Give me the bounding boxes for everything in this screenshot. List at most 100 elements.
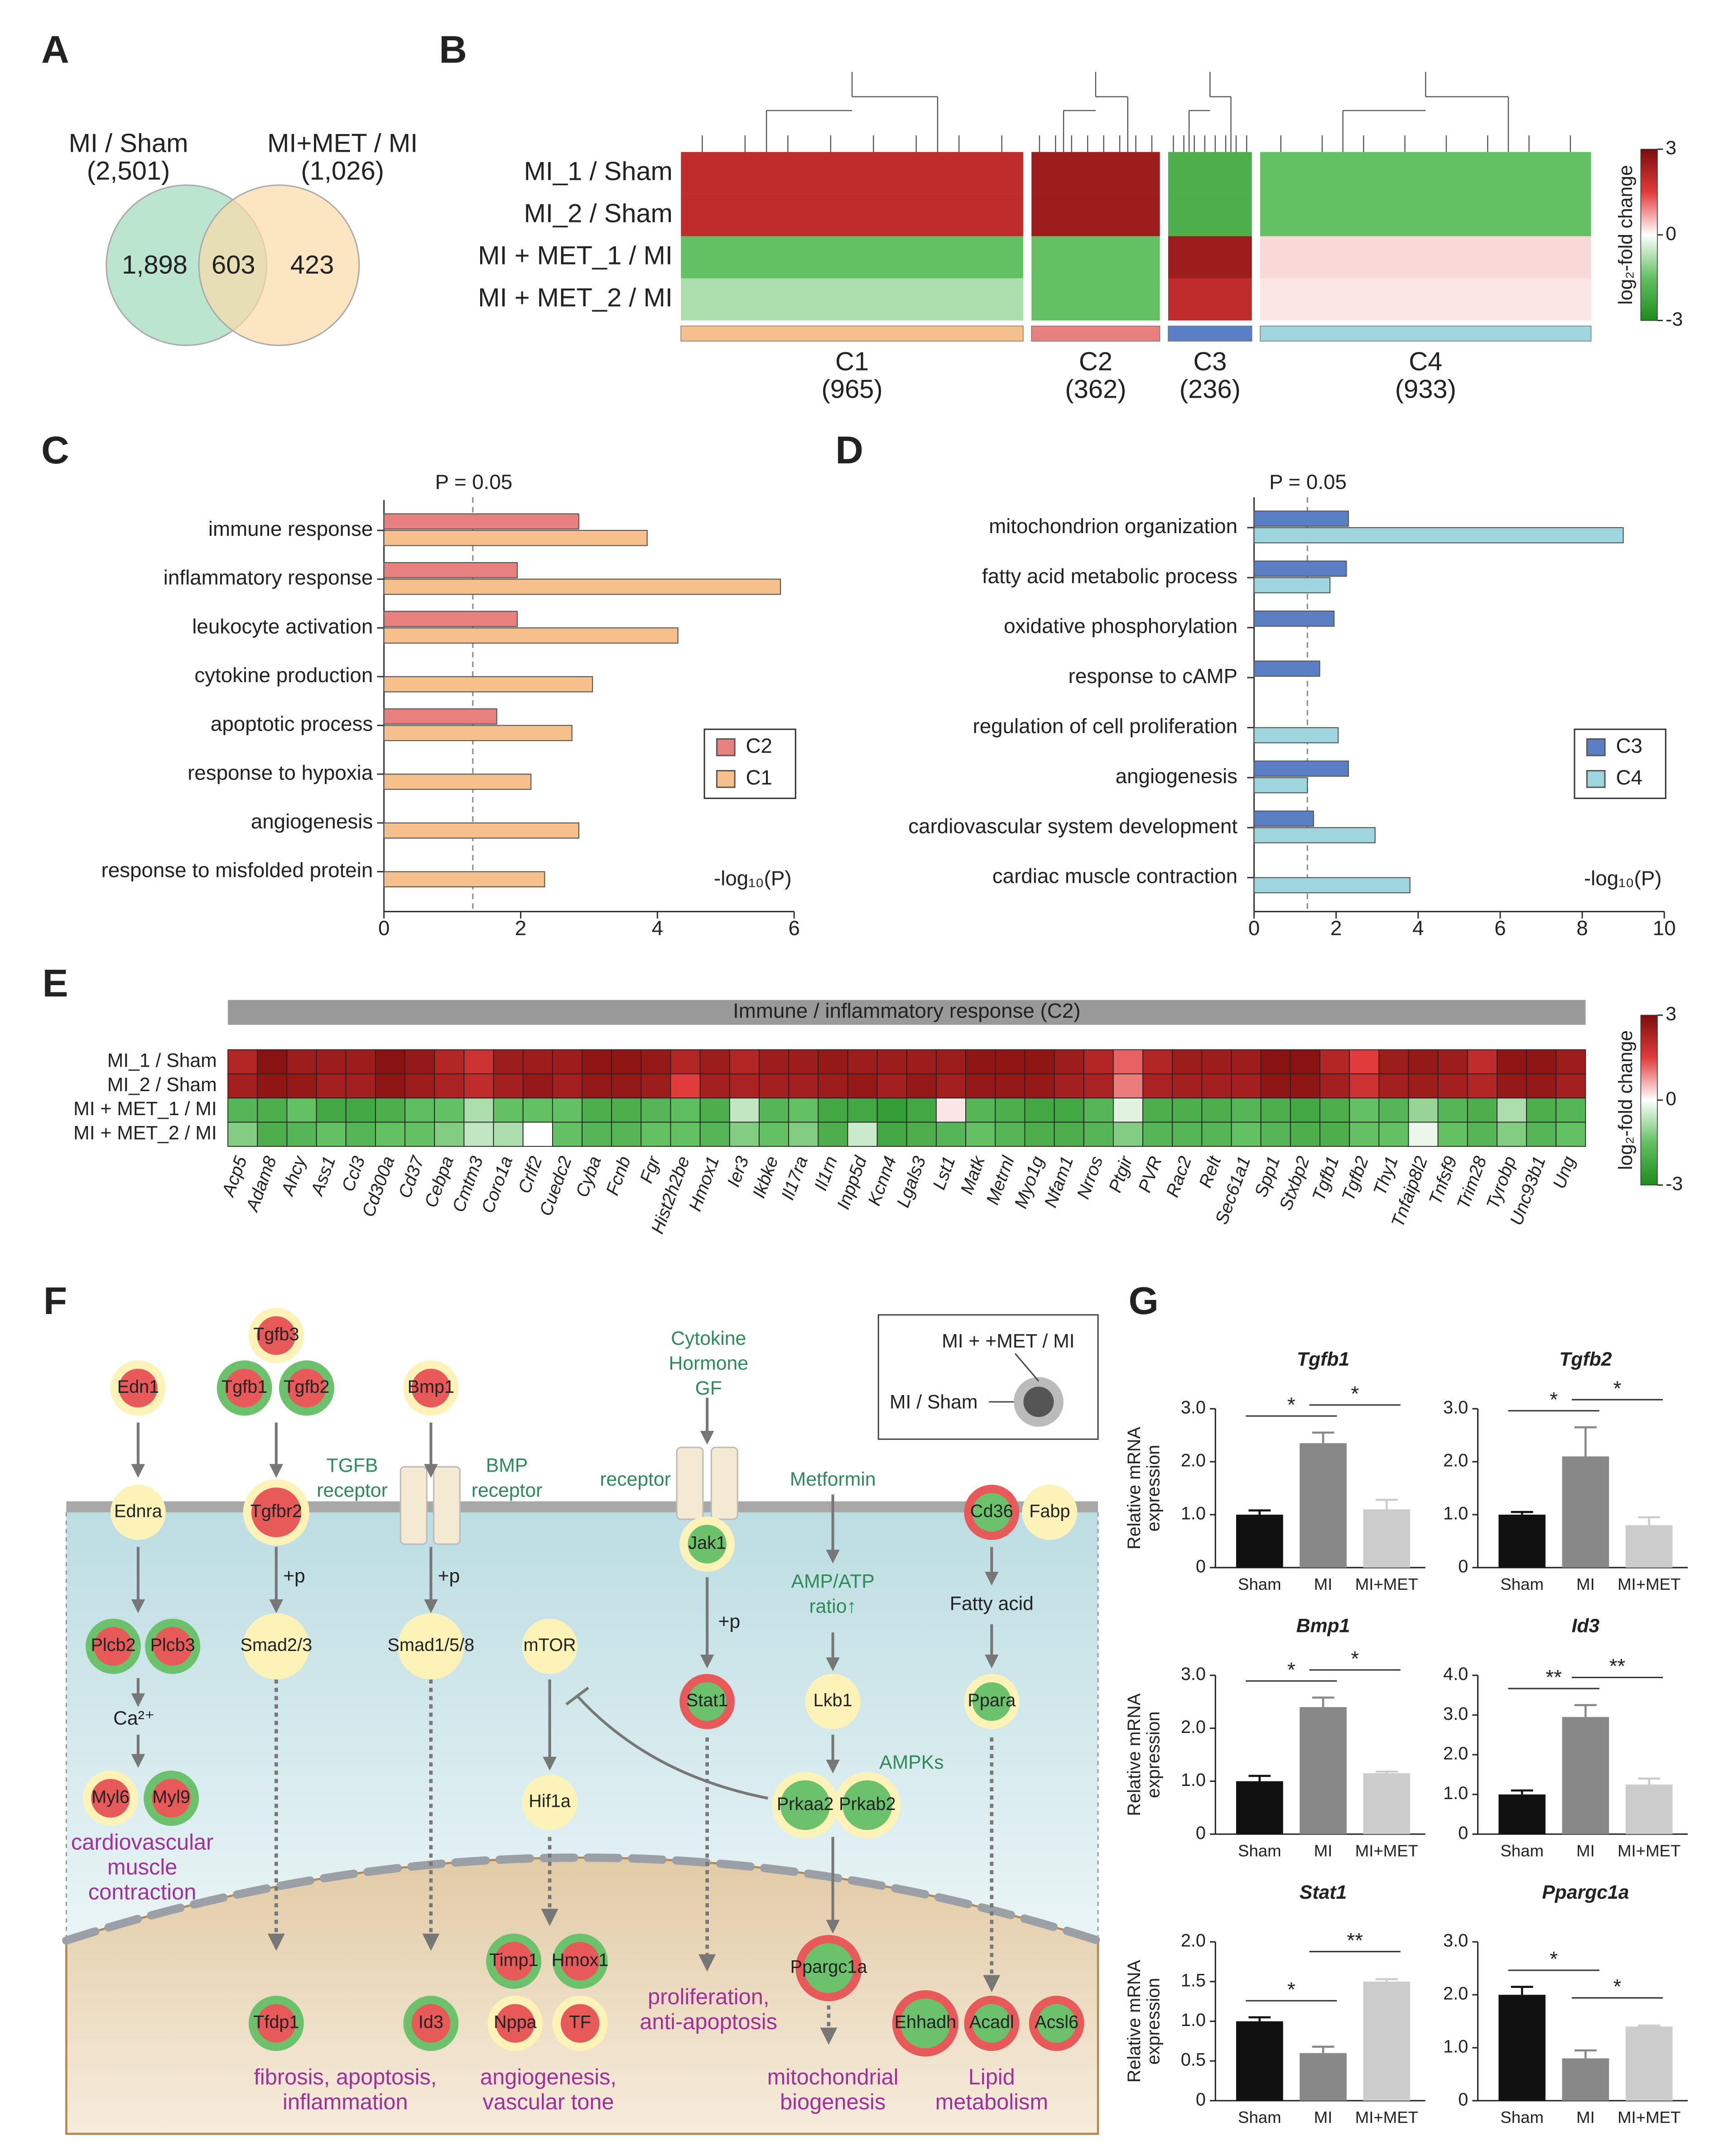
row-label: MI + MET_2 / MI: [478, 283, 673, 312]
category-label: cardiac muscle contraction: [992, 865, 1237, 888]
x-tick-label: Sham: [1238, 1842, 1281, 1860]
bar: [1625, 1784, 1673, 1834]
significance-label: *: [1550, 1388, 1558, 1411]
category-label: fatty acid metabolic process: [982, 564, 1237, 587]
x-tick-label: Sham: [1500, 1842, 1544, 1860]
cluster-count: (933): [1395, 375, 1456, 404]
heatmap-cell: [1201, 1073, 1232, 1099]
heatmap-cell: [1319, 1097, 1350, 1123]
heatmap-cell: [1168, 278, 1252, 321]
x-tick-label: 4: [652, 916, 663, 939]
heatmap-cell: [1172, 1121, 1203, 1147]
node-inner: [225, 1368, 264, 1408]
heatmap-cell: [1168, 152, 1252, 194]
heatmap-cell: [1024, 1097, 1055, 1123]
column-label: Fgr: [636, 1153, 664, 1186]
heatmap-cell: [493, 1121, 524, 1147]
y-tick-label: 3.0: [1181, 1664, 1206, 1684]
heatmap-cell: [1260, 1049, 1291, 1074]
outcome-label: cardiovascular: [71, 1830, 213, 1855]
panel-label: C: [41, 429, 69, 472]
row-label: MI + MET_1 / MI: [478, 241, 673, 270]
category-label: response to hypoxia: [188, 761, 373, 784]
heatmap-cell: [1083, 1121, 1114, 1147]
heatmap-cell: [1201, 1049, 1232, 1074]
bar: [1236, 2021, 1283, 2101]
heatmap-cell: [1172, 1097, 1203, 1123]
colorbar-tick-label: 3: [1666, 1003, 1676, 1025]
node-inner: [780, 1780, 830, 1830]
heatmap-cell: [1142, 1097, 1173, 1123]
heatmap-cell: [257, 1121, 288, 1147]
heatmap-cell: [995, 1097, 1026, 1123]
heatmap-cell: [1378, 1049, 1409, 1074]
heatmap-cell: [1031, 152, 1160, 194]
node-inner: [1030, 1493, 1069, 1532]
bar: [383, 529, 648, 546]
heatmap-cell: [1054, 1073, 1084, 1099]
heatmap-cell: [286, 1121, 317, 1147]
heatmap-cell: [670, 1049, 701, 1074]
bar: [1253, 560, 1347, 577]
bar: [1253, 527, 1624, 544]
colorbar-label: log₂-fold change: [1615, 1030, 1637, 1170]
heatmap-cell: [493, 1073, 524, 1099]
column-label: Acp5: [218, 1153, 251, 1200]
node-label: Ehhadh: [895, 2012, 957, 2032]
x-tick-label: MI: [1576, 2108, 1595, 2127]
column-label: Rac2: [1162, 1154, 1195, 1200]
heatmap-cell: [582, 1097, 612, 1123]
heatmap-cell: [463, 1073, 494, 1099]
heatmap-cell: [1231, 1073, 1261, 1099]
row-label: MI_1 / Sham: [107, 1049, 217, 1071]
cell-background: [62, 1314, 1103, 2135]
bar: [1253, 510, 1349, 527]
bar: [1253, 611, 1335, 627]
node-inner: [813, 1682, 852, 1721]
colorbar: [1640, 149, 1658, 321]
pathway-label: Hormone: [669, 1352, 748, 1374]
node-inner: [530, 1627, 569, 1666]
outcome-label: biogenesis: [780, 2090, 886, 2114]
error-bar: [1638, 1516, 1661, 1526]
colorbar-tick-label: 3: [1666, 137, 1676, 159]
category-label: response to misfolded protein: [101, 859, 373, 882]
error-bar: [1638, 1777, 1661, 1785]
column-label: Cd37: [395, 1153, 428, 1201]
dendrogram: [1173, 72, 1247, 152]
bar: [383, 708, 497, 725]
y-tick-label: 4.0: [1443, 1664, 1468, 1684]
heatmap-cell: [729, 1073, 760, 1099]
column-label: Nrros: [1073, 1154, 1107, 1202]
bar: [1253, 660, 1320, 677]
colorbar-label: log₂-fold change: [1615, 165, 1637, 304]
heatmap-cell: [965, 1049, 996, 1074]
bar: [1300, 2053, 1347, 2101]
heatmap-cell: [375, 1121, 405, 1147]
heatmap-cell: [640, 1049, 671, 1074]
heatmap-cell: [1054, 1097, 1084, 1123]
node-label: Bmp1: [408, 1377, 455, 1397]
x-tick-label: MI: [1314, 2108, 1333, 2127]
x-tick-label: 10: [1653, 916, 1676, 939]
heatmap-cell: [375, 1049, 405, 1074]
y-tick-label: 0.5: [1181, 2050, 1206, 2070]
heatmap-cell: [1378, 1073, 1409, 1099]
heatmap-cell: [759, 1097, 790, 1123]
heatmap-cell: [1172, 1049, 1203, 1074]
bar: [383, 627, 679, 644]
bar: [1253, 760, 1349, 777]
heatmap-cell: [759, 1121, 790, 1147]
bar: [1562, 2058, 1609, 2101]
heatmap-cell: [434, 1121, 465, 1147]
node-inner: [688, 1525, 727, 1564]
heatmap-cell: [1467, 1073, 1497, 1099]
legend-swatch: [1586, 738, 1606, 756]
error-bar: [1312, 1431, 1334, 1444]
node-label: Id3: [419, 2012, 443, 2032]
y-tick-label: 0: [1458, 1556, 1468, 1576]
heatmap-cell: [818, 1073, 848, 1099]
y-axis-label: Relative mRNA: [1124, 1693, 1144, 1816]
pathway-label: receptor: [317, 1480, 388, 1502]
